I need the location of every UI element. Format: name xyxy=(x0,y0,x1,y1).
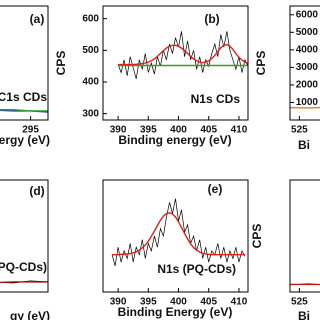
panel: (d) PQ-CDs) gy (eV) xyxy=(0,179,50,320)
panel-label: (a) xyxy=(30,12,45,26)
y-tick-label: 5000 xyxy=(296,27,319,38)
panel-label: (b) xyxy=(204,12,219,26)
x-axis-label: Binding energy (eV) xyxy=(118,133,231,147)
x-axis-label: Bi xyxy=(298,309,310,320)
axes-frame xyxy=(289,179,320,293)
spectrum-line xyxy=(0,280,48,284)
x-tick-label: 395 xyxy=(140,125,157,136)
spectrum-line xyxy=(111,198,246,266)
plot-area xyxy=(0,109,48,113)
plot-area xyxy=(117,31,248,79)
y-tick-label: 2000 xyxy=(296,80,319,91)
spectrum-line xyxy=(290,106,320,109)
x-axis-label: gy (eV) xyxy=(10,309,50,320)
x-tick-label: 395 xyxy=(140,297,157,308)
y-tick-label: 3000 xyxy=(296,62,319,73)
x-tick-label: 405 xyxy=(200,297,217,308)
axes-frame xyxy=(0,179,49,293)
x-tick-label: 390 xyxy=(110,125,127,136)
annotation: N1s (PQ-CDs) xyxy=(157,262,236,276)
x-tick-label: 390 xyxy=(110,297,127,308)
panel: 525 1000 2000 3000 4000 5000 6000 Bi CPS xyxy=(254,5,320,152)
axes-frame xyxy=(102,5,249,121)
annotation: PQ-CDs) xyxy=(0,260,47,274)
y-tick-label: 500 xyxy=(82,45,99,56)
panel: 390 395 400 405 410 300 400 500 600 (b) N1s CDs Bin… xyxy=(54,5,249,147)
y-tick-label: 300 xyxy=(82,108,99,119)
y-axis-label: CPS xyxy=(54,51,68,76)
axes-frame xyxy=(102,179,249,293)
axes-frame xyxy=(289,5,320,121)
spectrum-line xyxy=(0,109,48,112)
spectrum-line xyxy=(117,31,248,79)
plot-area xyxy=(290,283,320,286)
x-tick-label: 400 xyxy=(170,297,187,308)
y-tick-label: 6000 xyxy=(296,9,319,20)
x-axis-label: Bi xyxy=(298,138,310,152)
x-axis-label: Binding Energy (eV) xyxy=(118,305,233,319)
x-tick-label: 295 xyxy=(22,125,39,136)
y-axis-label: CPS xyxy=(254,51,268,76)
y-tick-label: 400 xyxy=(82,77,99,88)
annotation: N1s CDs xyxy=(191,92,241,106)
spectrum-line xyxy=(118,43,248,66)
x-tick-label: 525 xyxy=(291,125,308,136)
x-tick-label: 410 xyxy=(231,125,248,136)
x-tick-label: 405 xyxy=(200,125,217,136)
panel-label: (d) xyxy=(29,184,44,198)
plot-area xyxy=(0,280,48,284)
panel: 295 (a) C1s CDs ergy (eV) xyxy=(0,5,50,147)
y-tick-label: 4000 xyxy=(296,44,319,55)
spectrum-line xyxy=(112,212,245,256)
x-tick-label: 410 xyxy=(231,297,248,308)
annotation: C1s CDs xyxy=(0,90,47,104)
spectrum-line xyxy=(0,281,48,284)
plot-area xyxy=(290,106,320,109)
y-tick-label: 1000 xyxy=(296,97,319,108)
plot-area xyxy=(111,198,246,266)
panel: 390 395 400 405 410 (e) N1s (PQ-CDs) Binding En… xyxy=(102,179,249,319)
y-tick-label: 600 xyxy=(82,13,99,24)
x-tick-label: 525 xyxy=(291,297,308,308)
axes-frame xyxy=(0,5,49,121)
x-tick-label: 400 xyxy=(170,125,187,136)
x-axis-label: ergy (eV) xyxy=(0,133,50,147)
y-axis-label: CPS xyxy=(250,224,264,249)
panel-label: (e) xyxy=(208,182,223,196)
